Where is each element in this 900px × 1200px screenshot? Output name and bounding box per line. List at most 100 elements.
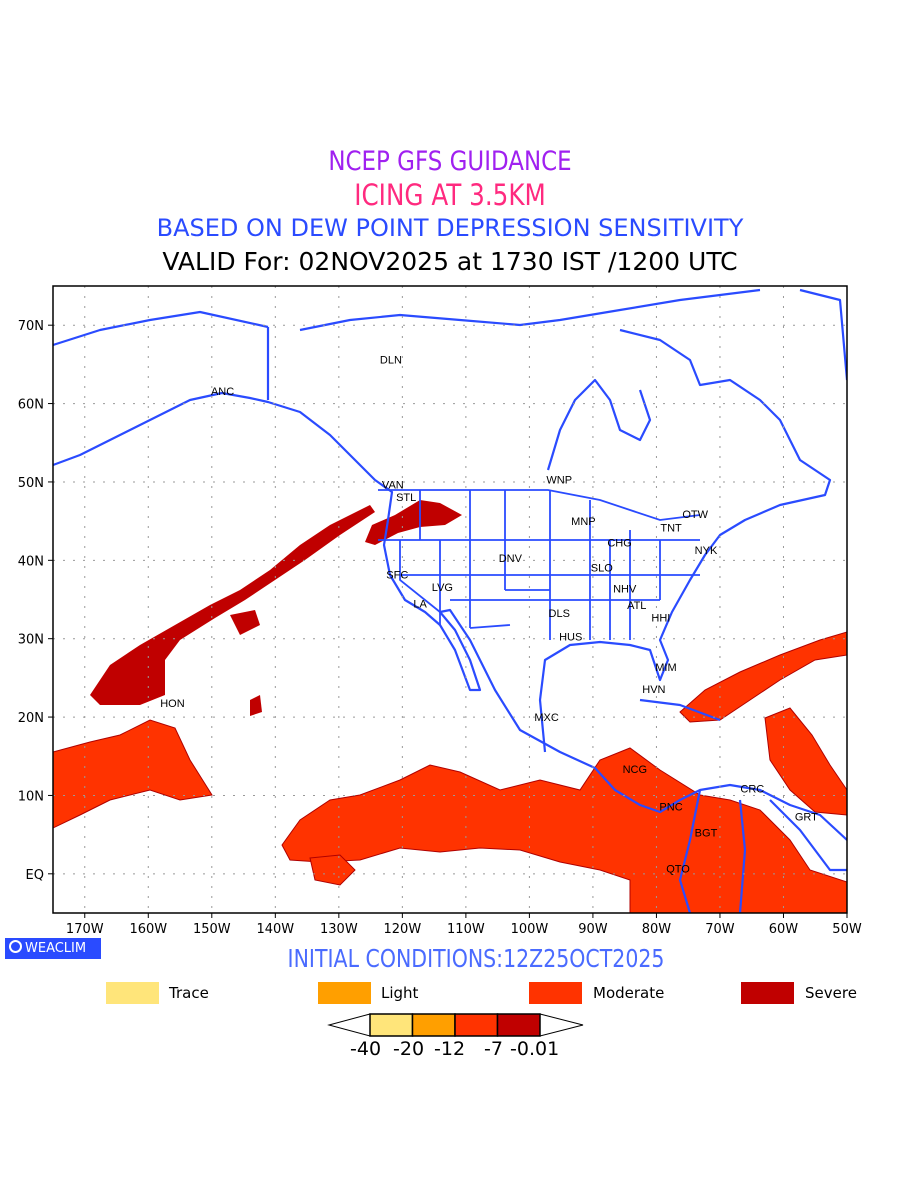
coastlines [53, 288, 847, 913]
icing-moderate-atlantic [764, 707, 847, 816]
city-label-mim: MIM [655, 662, 676, 674]
city-label-la: LA [413, 598, 427, 610]
city-label-van: VAN [382, 479, 404, 491]
colorbar-label: -7 [484, 1038, 503, 1060]
lat-tick-label: 20N [18, 711, 44, 726]
icing-moderate-central-pacific [53, 719, 213, 829]
colorbar-label: -12 [434, 1038, 466, 1060]
city-label-mnp: MNP [571, 516, 595, 528]
lat-tick-label: EQ [26, 868, 44, 883]
lat-tick-label: 50N [18, 476, 44, 491]
coastline-greenland [799, 288, 847, 381]
lon-tick-label: 160W [129, 922, 167, 937]
lat-tick-label: 40N [18, 554, 44, 569]
axis-ticks: 170W 160W 150W 140W 130W 120W 110W 100W 90W 80W 70… [18, 319, 862, 937]
legend-label-severe: Severe [805, 984, 857, 1002]
city-label-hus: HUS [559, 631, 582, 643]
colorbar-right-arrow [539, 1013, 584, 1037]
lat-tick-label: 60N [18, 398, 44, 413]
legend-label-light: Light [381, 984, 419, 1002]
city-label-dls: DLS [549, 608, 570, 620]
city-label-nyk: NYK [695, 545, 718, 557]
city-label-tnt: TNT [660, 522, 682, 534]
lon-tick-label: 120W [384, 922, 422, 937]
icing-moderate-itcz [281, 747, 847, 913]
colorbar-label: -40 [350, 1038, 382, 1060]
icing-moderate-caribbean [679, 631, 847, 723]
city-label-qto: QTO [666, 863, 690, 875]
lat-tick-label: 70N [18, 319, 44, 334]
lon-tick-label: 150W [193, 922, 231, 937]
city-label-lvg: LVG [432, 582, 453, 594]
colorbar-label: -0.01 [510, 1038, 560, 1060]
icing-severe-blob [230, 610, 260, 635]
coastline-hudson-bay [546, 378, 652, 471]
colorbar-box [411, 1013, 456, 1037]
coastline-alaska-north [53, 310, 269, 347]
weaclim-logo: WEACLIM [5, 938, 101, 959]
gridlines [53, 286, 847, 913]
lon-tick-label: 90W [578, 922, 608, 937]
title-line-1: NCEP GFS GUIDANCE [328, 146, 572, 177]
lon-tick-label: 70W [705, 922, 735, 937]
title-line-2: ICING AT 3.5KM [354, 178, 546, 212]
city-label-chg: CHG [607, 537, 631, 549]
initial-conditions: INITIAL CONDITIONS:12Z25OCT2025 [287, 944, 665, 973]
map-frame [52, 285, 848, 914]
city-label-atl: ATL [627, 600, 646, 612]
coastline-cuba [639, 698, 721, 722]
lon-tick-label: 50W [832, 922, 862, 937]
colorbar-boxes [369, 1013, 541, 1037]
lat-tick-label: 30N [18, 633, 44, 648]
colorbar-label: -20 [393, 1038, 425, 1060]
legend-swatch-severe [741, 982, 794, 1004]
city-label-stl: STL [396, 492, 416, 504]
lon-tick-label: 80W [642, 922, 672, 937]
city-label-dln: DLN [380, 355, 402, 367]
city-label-mxc: MXC [534, 712, 559, 724]
brand-label: WEACLIM [25, 941, 87, 956]
copyright-icon [9, 940, 22, 953]
city-label-anc: ANC [211, 386, 234, 398]
lon-tick-label: 100W [511, 922, 549, 937]
colorbar-box [369, 1013, 414, 1037]
city-label-crc: CRC [740, 783, 764, 795]
lon-tick-label: 170W [66, 922, 104, 937]
lon-tick-label: 140W [256, 922, 294, 937]
legend-label-trace: Trace [169, 984, 209, 1002]
lon-tick-label: 130W [320, 922, 358, 937]
valid-time: VALID For: 02NOV2025 at 1730 IST /1200 U… [162, 247, 738, 276]
coastline-alaska-west-coast [53, 391, 847, 841]
city-label-wnp: WNP [546, 475, 572, 487]
legend-swatch-moderate [529, 982, 582, 1004]
colorbar-left-arrow [327, 1013, 371, 1037]
city-label-otw: OTW [682, 509, 708, 521]
legend-swatch-light [318, 982, 371, 1004]
city-label-ncg: NCG [623, 764, 647, 776]
coastline-arctic [299, 288, 761, 332]
state-borders [378, 489, 701, 640]
icing-severe-areas [90, 500, 462, 716]
colorbar-box [454, 1013, 499, 1037]
icing-moderate-eastern-pacific [309, 854, 356, 886]
lon-tick-label: 110W [447, 922, 485, 937]
icing-severe-pacific-northwest [365, 500, 462, 545]
lat-tick-label: 10N [18, 789, 44, 804]
city-label-grt: GRT [795, 812, 818, 824]
colorbar-box [496, 1013, 541, 1037]
icing-severe-blob-2 [250, 695, 262, 716]
city-label-hvn: HVN [642, 684, 665, 696]
city-label-hon: HON [160, 698, 185, 710]
city-label-bgt: BGT [695, 827, 718, 839]
city-label-pnc: PNC [659, 801, 682, 813]
city-label-hhi: HHI [651, 613, 670, 625]
city-label-sfc: SFC [386, 569, 408, 581]
icing-severe-pacific-streak [90, 505, 375, 705]
city-label-nhv: NHV [613, 584, 637, 596]
title-line-3: BASED ON DEW POINT DEPRESSION SENSITIVIT… [156, 214, 744, 242]
legend-label-moderate: Moderate [593, 984, 665, 1002]
legend-swatch-trace [106, 982, 159, 1004]
lon-tick-label: 60W [769, 922, 799, 937]
